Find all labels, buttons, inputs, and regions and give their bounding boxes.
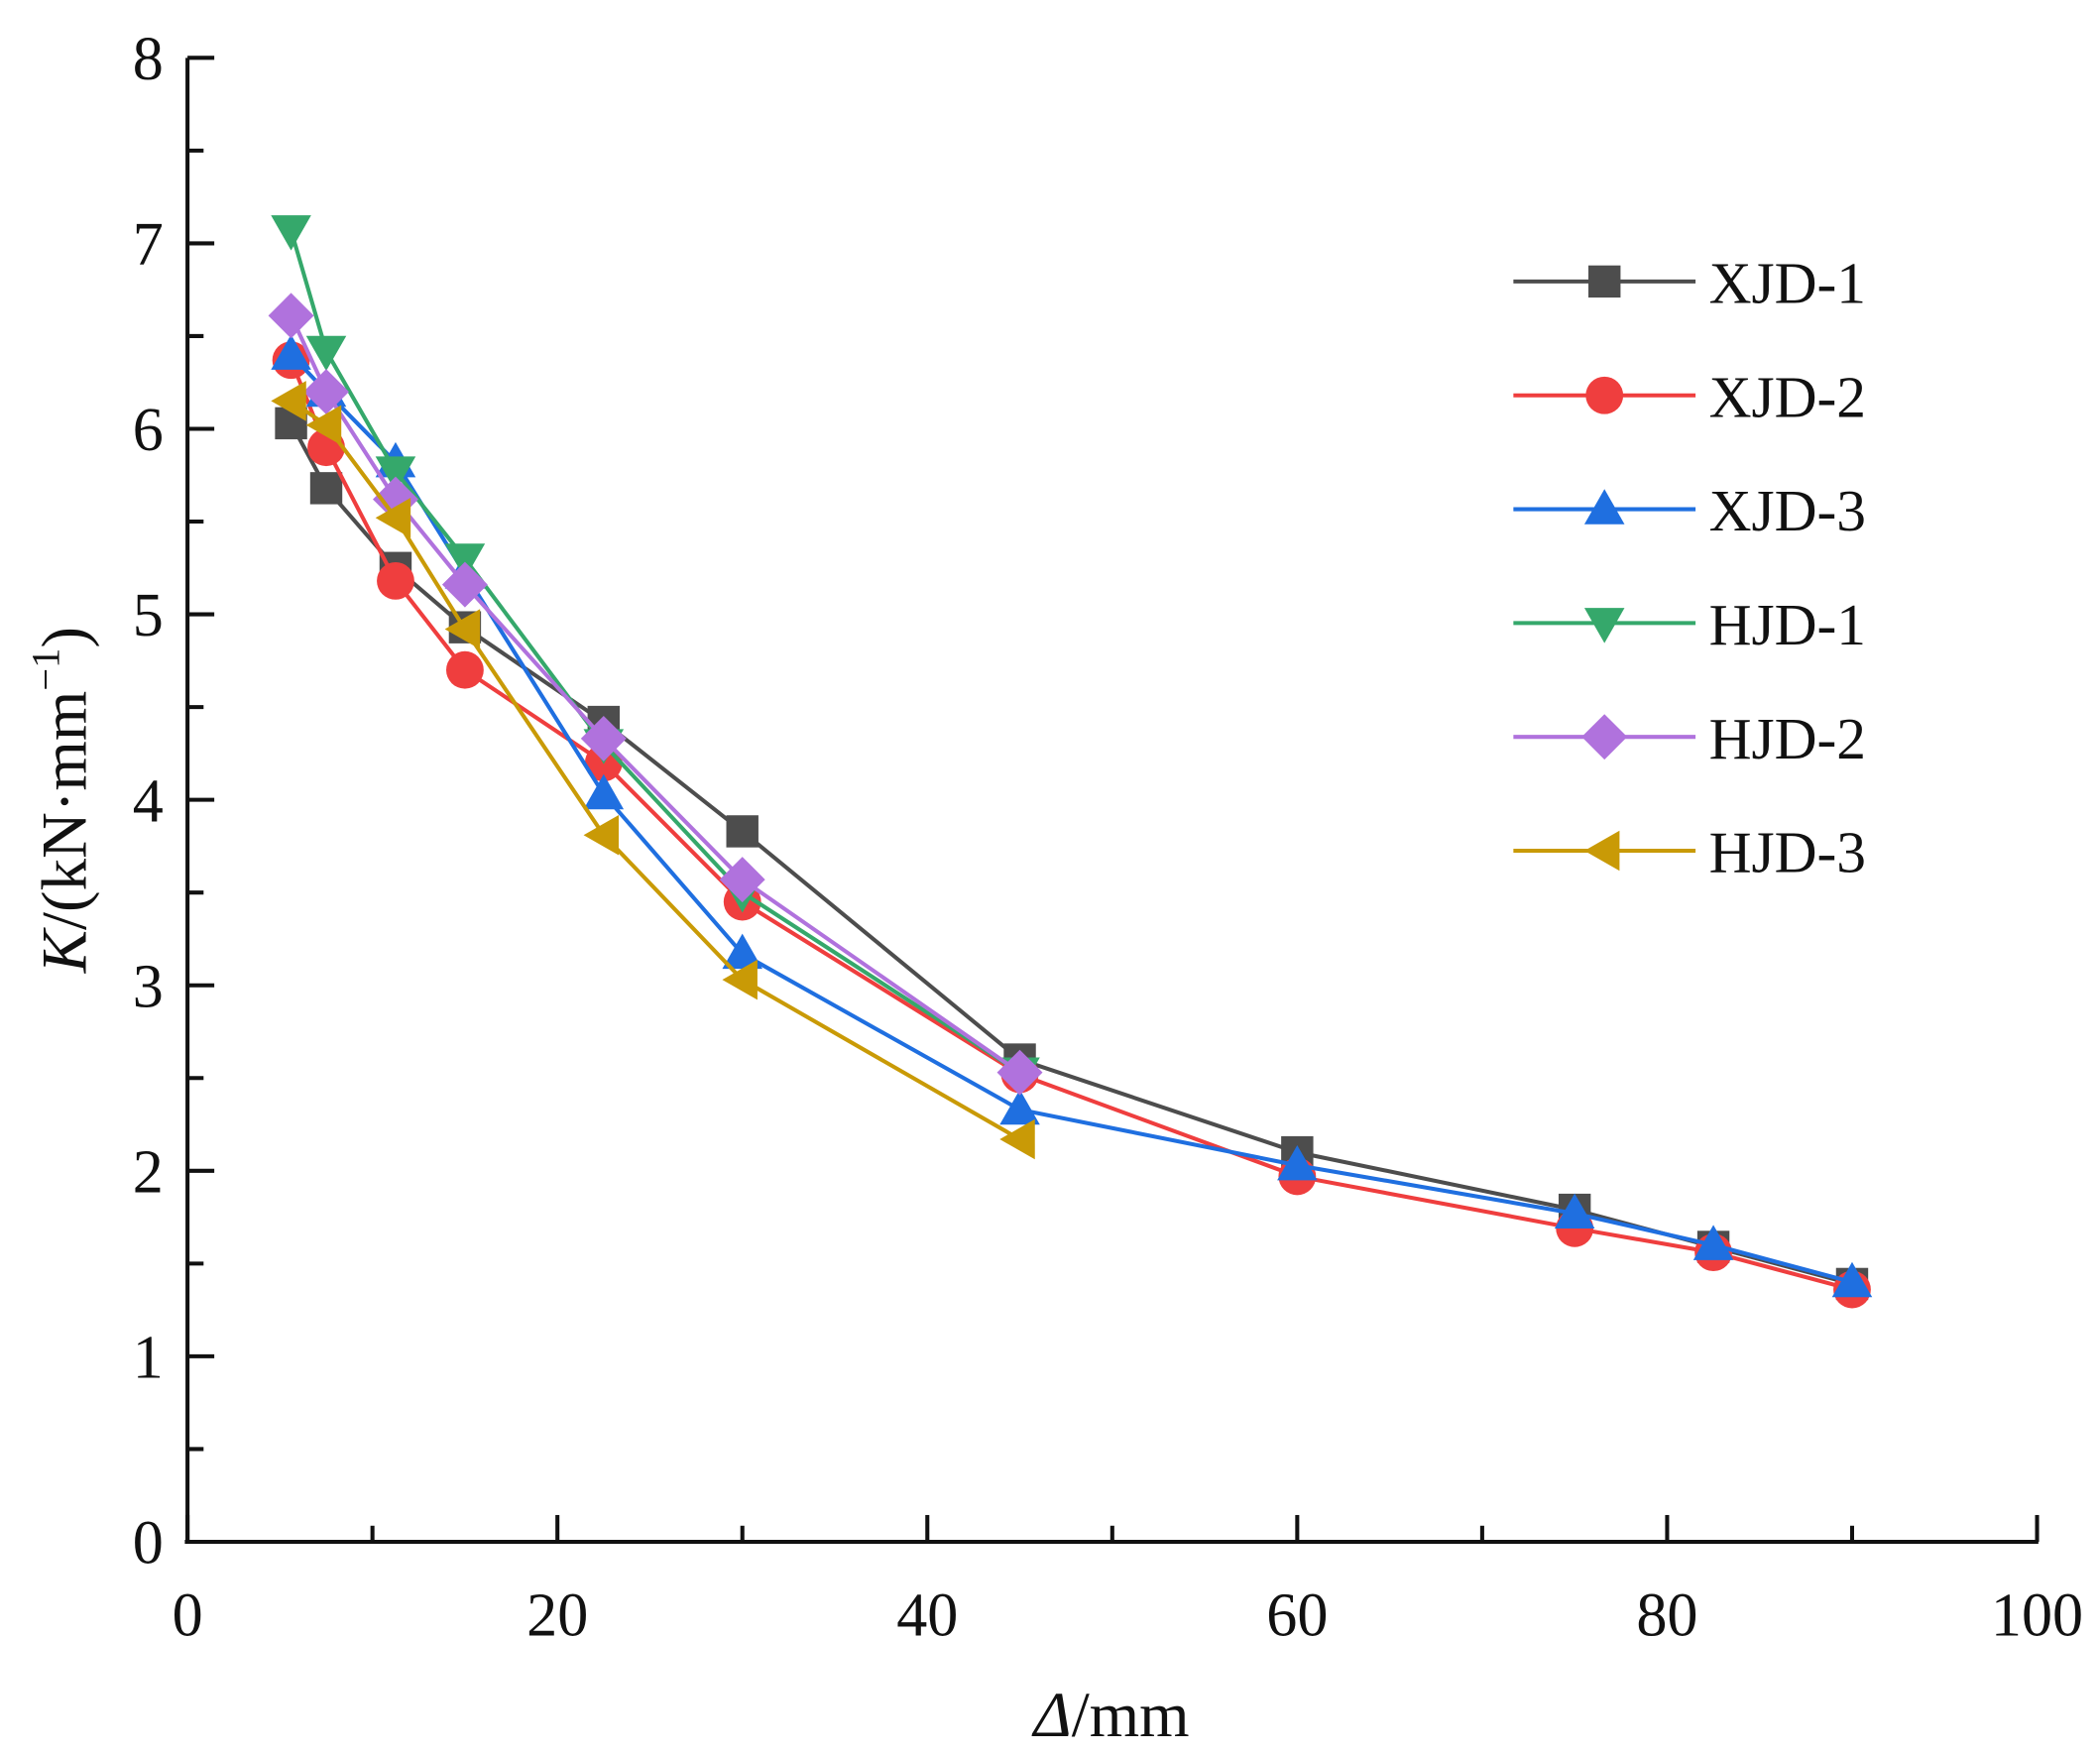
y-tick-label: 6: [133, 397, 164, 464]
y-axis-title: K/(kN·mm−1): [23, 627, 100, 974]
series-line: [289, 314, 1021, 1075]
y-tick-label: 3: [133, 953, 164, 1020]
legend-marker: [1585, 376, 1624, 414]
data-point: [268, 292, 314, 339]
data-point: [726, 815, 758, 848]
x-axis-title: Δ/mm: [1031, 1680, 1190, 1751]
series-hjd-2: [268, 292, 1043, 1096]
series-xjd-1: [275, 407, 1869, 1301]
data-point: [375, 456, 416, 492]
y-tick-label: 2: [133, 1138, 164, 1206]
data-point: [271, 215, 311, 251]
y-tick-label: 7: [133, 211, 164, 279]
legend-item: XJD-2: [1513, 364, 1866, 429]
legend-item: HJD-2: [1513, 706, 1866, 771]
data-point: [271, 334, 311, 370]
legend-item: XJD-1: [1513, 251, 1866, 316]
y-axis-title-close: ): [29, 627, 100, 648]
x-tick-label: 40: [896, 1582, 958, 1650]
legend-label: HJD-1: [1709, 592, 1866, 657]
legend-label: XJD-1: [1709, 251, 1866, 316]
x-tick-label: 60: [1266, 1582, 1328, 1650]
y-tick-label: 1: [133, 1325, 164, 1392]
series-line: [290, 353, 1853, 1285]
data-point: [377, 561, 414, 600]
legend: XJD-1 XJD-2 XJD-3 HJD-1 HJD-2 HJD-3: [1513, 251, 1866, 885]
x-tick-label: 100: [1991, 1582, 2083, 1650]
series-xjd-2: [272, 341, 1871, 1309]
data-point: [271, 381, 306, 421]
data-point: [303, 369, 349, 415]
data-point: [719, 857, 765, 903]
data-point: [580, 715, 627, 761]
series-xjd-3: [271, 334, 1873, 1298]
y-tick-label: 8: [133, 26, 164, 93]
data-point: [444, 543, 486, 579]
legend-item: XJD-3: [1513, 478, 1866, 543]
x-tick-label: 80: [1636, 1582, 1697, 1650]
legend-label: XJD-3: [1709, 478, 1866, 543]
data-point: [375, 498, 411, 538]
data-point: [1692, 1225, 1734, 1260]
y-tick-label: 0: [133, 1510, 164, 1578]
data-point: [309, 472, 343, 505]
x-tick-label: 20: [526, 1582, 588, 1650]
legend-marker: [1583, 489, 1625, 525]
data-point: [999, 1089, 1040, 1125]
legend-label: HJD-3: [1709, 820, 1866, 885]
y-tick-label: 4: [133, 767, 164, 835]
data-point: [441, 561, 488, 608]
legend-label: XJD-2: [1709, 364, 1866, 429]
x-tick-label: 0: [173, 1582, 203, 1650]
data-point: [722, 959, 758, 1000]
x-axis-title-unit: /mm: [1072, 1680, 1190, 1751]
data-point: [1554, 1193, 1595, 1229]
data-point: [305, 405, 342, 446]
legend-marker: [1583, 830, 1620, 872]
data-point: [444, 609, 481, 649]
legend-item: HJD-3: [1513, 820, 1866, 885]
legend-marker: [1588, 265, 1621, 298]
tick-labels: 0 20 40 60 80 100 0 1 2 3 4 5 6 7 8: [133, 26, 2083, 1650]
legend-marker: [1583, 608, 1625, 644]
legend-item: HJD-1: [1513, 592, 1866, 657]
data-point: [722, 933, 762, 970]
y-axis-title-superscript: −1: [23, 648, 67, 691]
data-point: [1277, 1144, 1318, 1181]
data-point: [999, 1118, 1035, 1160]
series-group: [268, 215, 1873, 1309]
data-point: [583, 814, 620, 856]
y-axis-title-unit: /(kN·mm: [29, 691, 100, 930]
series-hjd-3: [271, 381, 1035, 1160]
data-point: [446, 650, 484, 689]
x-axis-title-symbol: Δ: [1031, 1680, 1072, 1751]
data-point: [1831, 1261, 1873, 1298]
data-point: [583, 773, 625, 810]
y-tick-label: 5: [133, 582, 164, 649]
series-line: [289, 359, 1853, 1292]
series-line: [289, 229, 1021, 1075]
ticks: [185, 56, 2040, 1545]
series-hjd-1: [271, 215, 1040, 1093]
data-point: [305, 335, 347, 372]
legend-marker: [1581, 714, 1628, 760]
y-axis-title-symbol: K: [29, 926, 100, 974]
legend-label: HJD-2: [1709, 706, 1866, 771]
